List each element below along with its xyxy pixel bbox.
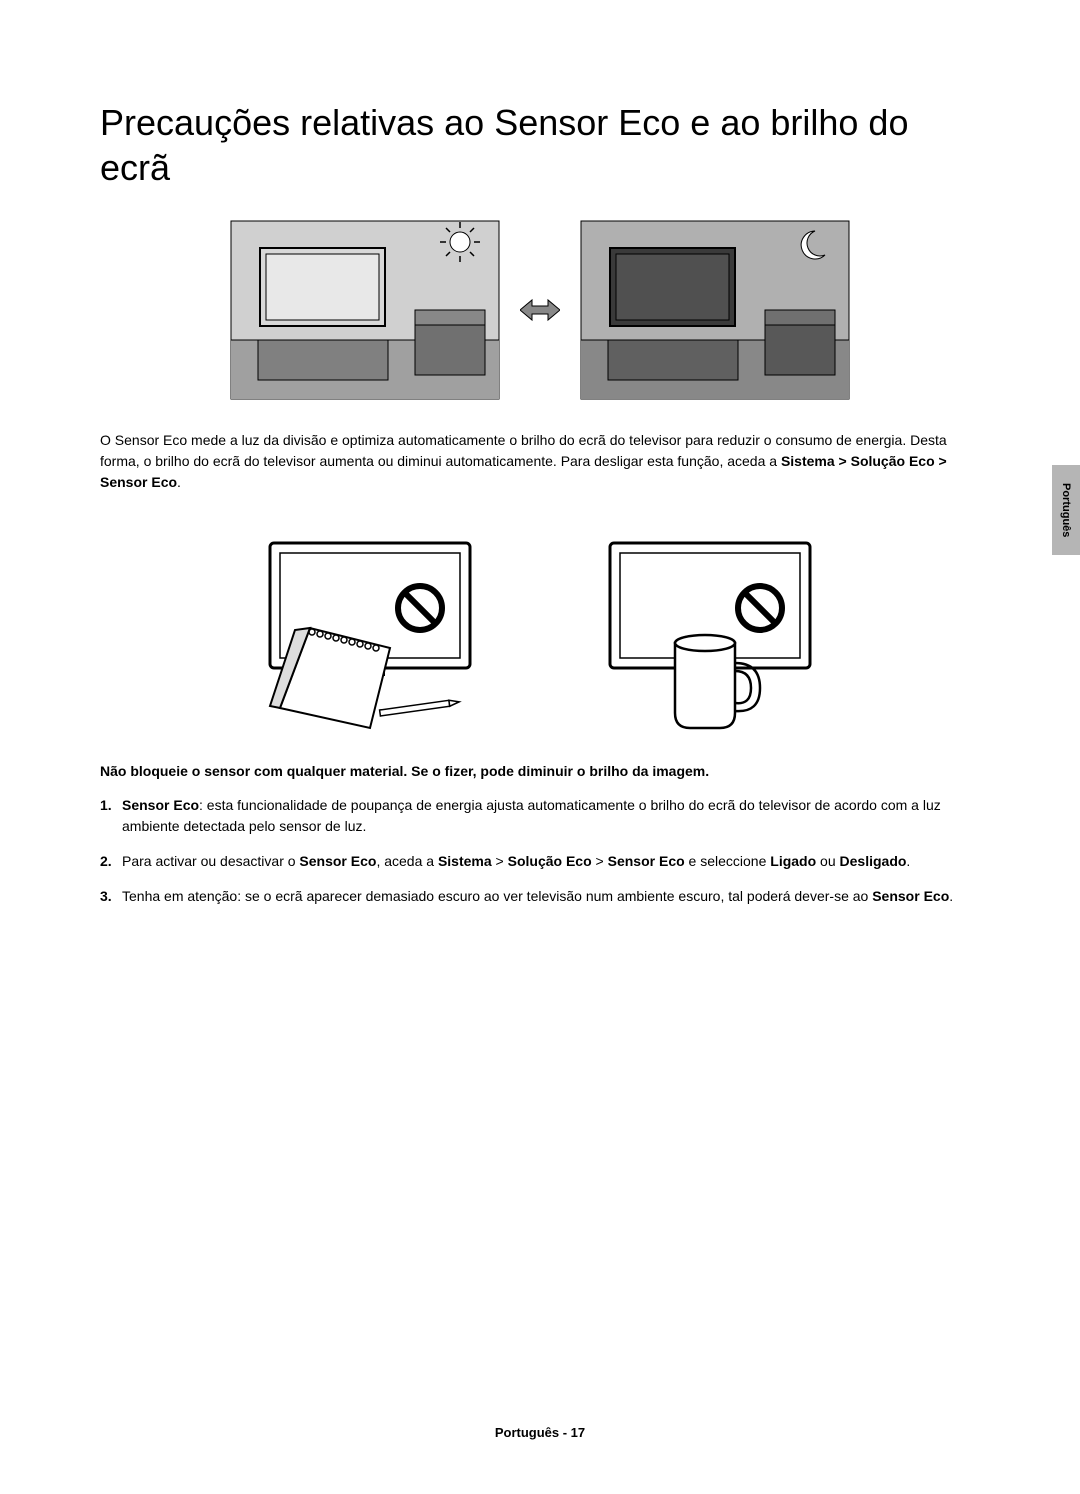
list-item: Sensor Eco: esta funcionalidade de poupa…	[100, 795, 980, 837]
warning-text: Não bloqueie o sensor com qualquer mater…	[100, 763, 980, 779]
list-bold: Sensor Eco	[872, 888, 949, 904]
list-bold: Sensor Eco	[122, 797, 199, 813]
room-scene-night	[580, 220, 850, 400]
tv-blocked-notebook	[250, 533, 490, 733]
intro-end: .	[177, 474, 181, 490]
list-text: Para activar ou desactivar o	[122, 853, 299, 869]
list-text: >	[492, 853, 508, 869]
list-bold: Sensor Eco	[608, 853, 685, 869]
list-text: Tenha em atenção: se o ecrã aparecer dem…	[122, 888, 872, 904]
page-footer: Português - 17	[0, 1425, 1080, 1440]
double-arrow-icon	[520, 295, 560, 325]
list-text: ou	[816, 853, 839, 869]
list-bold: Sistema	[438, 853, 492, 869]
language-tab-label: Português	[1060, 483, 1072, 537]
list-text: .	[906, 853, 910, 869]
language-tab: Português	[1052, 465, 1080, 555]
list-text: .	[949, 888, 953, 904]
tv-blocked-cup	[590, 533, 830, 733]
list-bold: Desligado	[840, 853, 907, 869]
room-scene-day	[230, 220, 500, 400]
list-text: , aceda a	[376, 853, 438, 869]
list-bold: Ligado	[770, 853, 816, 869]
page-title: Precauções relativas ao Sensor Eco e ao …	[100, 100, 980, 190]
numbered-list: Sensor Eco: esta funcionalidade de poupa…	[100, 795, 980, 907]
illustration-row-day-night	[100, 220, 980, 400]
intro-paragraph: O Sensor Eco mede a luz da divisão e opt…	[100, 430, 980, 493]
list-text: : esta funcionalidade de poupança de ene…	[122, 797, 941, 834]
list-text: e seleccione	[685, 853, 771, 869]
list-item: Tenha em atenção: se o ecrã aparecer dem…	[100, 886, 980, 907]
list-bold: Solução Eco	[508, 853, 592, 869]
illustration-row-blocked	[100, 533, 980, 733]
list-item: Para activar ou desactivar o Sensor Eco,…	[100, 851, 980, 872]
list-bold: Sensor Eco	[299, 853, 376, 869]
list-text: >	[592, 853, 608, 869]
